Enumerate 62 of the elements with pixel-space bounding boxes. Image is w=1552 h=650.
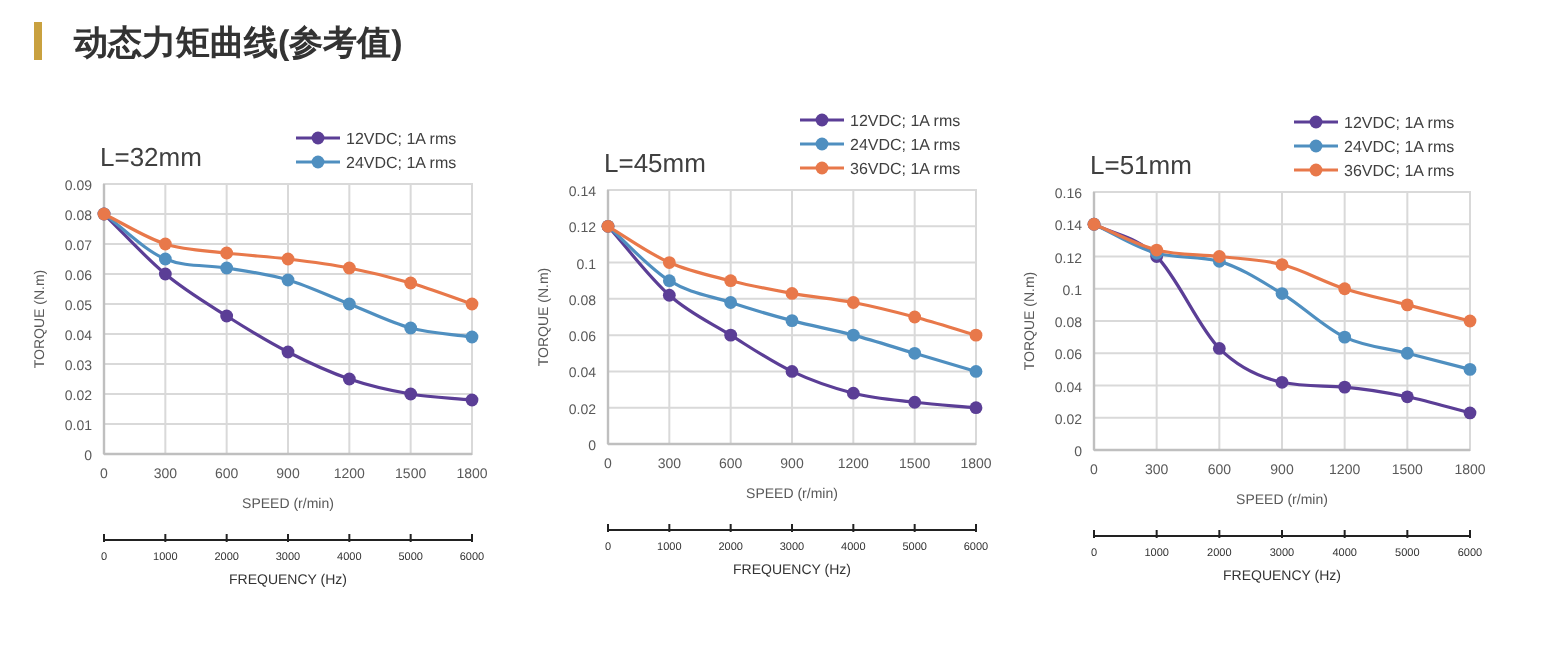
point [1275,287,1289,300]
point [281,252,295,266]
point [1212,342,1226,355]
point [908,395,922,409]
point [404,276,418,290]
point [1212,250,1226,263]
point [662,274,676,288]
point [404,387,418,401]
point [342,297,356,311]
point [158,267,172,281]
point [846,386,860,400]
point [220,246,234,260]
point [908,310,922,324]
point [1275,258,1289,271]
point [465,330,479,344]
point [662,288,676,302]
point [1463,362,1477,376]
point [969,401,983,415]
legend-label: 24VDC; 1A rms [346,154,457,172]
point [662,256,676,269]
point [220,309,234,323]
point [1400,298,1414,312]
legend-label: 12VDC; 1A rms [850,112,961,130]
point [1338,330,1352,344]
point [969,328,983,342]
point [404,321,418,335]
point [1400,346,1414,360]
point [1338,282,1352,296]
chart-title: L=45mm [604,148,706,178]
legend-label: 24VDC; 1A rms [1344,138,1455,156]
point [724,328,738,342]
point [785,287,799,300]
point [785,365,799,378]
point [1400,390,1414,404]
point [724,296,738,309]
point [785,314,799,328]
point [465,393,479,407]
point [1463,406,1477,420]
legend-label: 24VDC; 1A rms [850,136,961,154]
point [724,274,738,288]
point [846,296,860,309]
point [342,261,356,275]
legend-label: 36VDC; 1A rms [1344,162,1455,180]
text: 动态力矩曲线(参考值) [72,24,403,62]
point [158,252,172,266]
legend-label: 36VDC; 1A rms [850,160,961,178]
point [158,237,172,251]
point [220,261,234,275]
point [281,345,295,359]
point [342,372,356,386]
legend-label: 12VDC; 1A rms [1344,114,1455,132]
point [969,365,983,378]
legend-label: 12VDC; 1A rms [346,130,457,148]
chart-title: L=32mm [100,142,202,172]
point [281,273,295,287]
point [908,346,922,360]
chart-title: L=51mm [1090,150,1192,180]
point [1275,375,1289,389]
point [846,328,860,342]
point [1463,314,1477,328]
point [465,297,479,311]
point [1338,380,1352,394]
